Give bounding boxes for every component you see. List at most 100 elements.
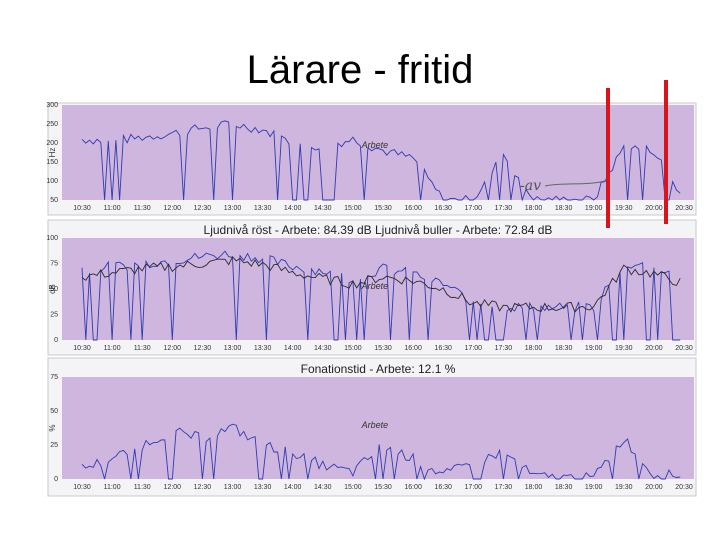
- x-tick-label: 11:30: [134, 205, 151, 212]
- y-tick-label: 75: [50, 374, 58, 381]
- x-tick-label: 18:30: [555, 484, 573, 491]
- y-axis-label: Hz: [48, 148, 57, 158]
- x-tick-label: 19:30: [615, 345, 633, 352]
- y-tick-label: 50: [50, 286, 58, 293]
- x-tick-label: 11:00: [104, 484, 121, 491]
- x-tick-label: 16:30: [434, 345, 452, 352]
- x-tick-label: 13:30: [254, 345, 272, 352]
- chart-title: Fonationstid - Arbete: 12.1 %: [301, 362, 456, 376]
- y-tick-label: 50: [50, 197, 58, 204]
- x-tick-label: 14:00: [284, 484, 302, 491]
- series-line-1: [81, 120, 681, 202]
- x-tick-label: 17:00: [465, 205, 483, 212]
- x-tick-label: 20:30: [675, 205, 693, 212]
- x-tick-label: 18:00: [525, 484, 543, 491]
- arbete-annotation: Arbete: [361, 281, 389, 291]
- x-tick-label: 13:00: [224, 484, 242, 491]
- y-tick-label: 25: [50, 312, 58, 319]
- y-tick-label: 25: [50, 442, 58, 449]
- x-tick-label: 10:30: [73, 484, 91, 491]
- x-tick-label: 15:00: [344, 205, 362, 212]
- x-tick-label: 18:00: [525, 345, 543, 352]
- x-tick-label: 11:30: [134, 345, 151, 352]
- x-tick-label: 14:30: [314, 484, 332, 491]
- x-tick-label: 16:30: [434, 205, 452, 212]
- x-tick-label: 19:00: [585, 484, 603, 491]
- y-tick-label: 250: [46, 121, 58, 128]
- x-tick-label: 15:30: [374, 205, 392, 212]
- x-tick-label: 18:30: [555, 205, 573, 212]
- red-marker-right: [664, 80, 668, 224]
- y-tick-label: 0: [54, 337, 58, 344]
- handwritten-note: -av: [520, 178, 541, 194]
- red-marker-left: [606, 88, 610, 228]
- y-axis-label: %: [48, 424, 57, 431]
- x-tick-label: 13:30: [254, 484, 272, 491]
- series-line-2: [81, 256, 681, 313]
- x-tick-label: 16:30: [434, 484, 452, 491]
- x-tick-label: 12:30: [194, 484, 212, 491]
- x-tick-label: 16:00: [404, 205, 422, 212]
- slide-title: Lärare - fritid: [246, 48, 474, 92]
- y-tick-label: 300: [46, 102, 58, 109]
- x-tick-label: 14:00: [284, 345, 302, 352]
- x-tick-label: 12:30: [194, 205, 212, 212]
- x-tick-label: 12:00: [164, 345, 182, 352]
- x-tick-label: 17:00: [465, 484, 483, 491]
- x-tick-label: 19:30: [615, 484, 633, 491]
- x-tick-label: 15:00: [344, 345, 362, 352]
- x-tick-label: 13:30: [254, 205, 272, 212]
- x-tick-label: 17:30: [495, 205, 513, 212]
- x-tick-label: 12:30: [194, 345, 212, 352]
- arbete-annotation: Arbete: [361, 140, 389, 150]
- series-line-1: [81, 423, 681, 481]
- x-tick-label: 11:30: [134, 484, 151, 491]
- x-tick-label: 14:00: [284, 205, 302, 212]
- chart-panel-3: Fonationstid - Arbete: 12.1 %% 0 25 50 75 10:…: [47, 357, 697, 497]
- x-tick-label: 20:30: [675, 345, 693, 352]
- x-tick-label: 16:00: [404, 484, 422, 491]
- y-tick-label: 200: [46, 140, 58, 147]
- x-tick-label: 10:30: [73, 345, 91, 352]
- x-tick-label: 14:30: [314, 205, 332, 212]
- x-tick-label: 17:30: [495, 484, 513, 491]
- x-tick-label: 18:00: [525, 205, 543, 212]
- y-tick-label: 0: [54, 476, 58, 483]
- series-line-1: [81, 250, 681, 341]
- plot-area: [62, 105, 694, 200]
- chart-panel-2: Ljudnivå röst - Arbete: 84.39 dB Ljudniv…: [46, 219, 697, 356]
- x-tick-label: 19:30: [615, 205, 633, 212]
- x-tick-label: 17:30: [495, 345, 513, 352]
- y-tick-label: 75: [50, 261, 58, 268]
- y-tick-label: 150: [46, 159, 58, 166]
- x-tick-label: 19:00: [585, 345, 603, 352]
- x-tick-label: 10:30: [73, 205, 91, 212]
- x-tick-label: 13:00: [224, 345, 242, 352]
- x-tick-label: 20:30: [675, 484, 693, 491]
- x-tick-label: 20:00: [645, 484, 663, 491]
- plot-area: [62, 238, 694, 340]
- x-tick-label: 15:30: [374, 345, 392, 352]
- x-tick-label: 20:00: [645, 345, 663, 352]
- x-tick-label: 12:00: [164, 205, 182, 212]
- chart-title: Ljudnivå röst - Arbete: 84.39 dB Ljudniv…: [204, 223, 553, 237]
- x-tick-label: 19:00: [585, 205, 603, 212]
- arbete-annotation: Arbete: [361, 420, 389, 430]
- chart-panel-1: Hz 50 100 150 200 250 300 10:30 11:00 11:30 12:00 1…: [46, 102, 697, 216]
- y-axis-label: dB: [48, 284, 57, 294]
- x-tick-label: 20:00: [645, 205, 663, 212]
- x-tick-label: 18:30: [555, 345, 573, 352]
- x-tick-label: 13:00: [224, 205, 242, 212]
- handwritten-stroke: [544, 180, 606, 187]
- y-tick-label: 50: [50, 408, 58, 415]
- x-tick-label: 12:00: [164, 484, 182, 491]
- x-tick-label: 15:00: [344, 484, 362, 491]
- x-tick-label: 16:00: [404, 345, 422, 352]
- x-tick-label: 11:00: [104, 345, 121, 352]
- x-tick-label: 14:30: [314, 345, 332, 352]
- y-tick-label: 100: [46, 178, 58, 185]
- x-tick-label: 17:00: [465, 345, 483, 352]
- y-tick-label: 100: [46, 235, 58, 242]
- x-tick-label: 11:00: [104, 205, 121, 212]
